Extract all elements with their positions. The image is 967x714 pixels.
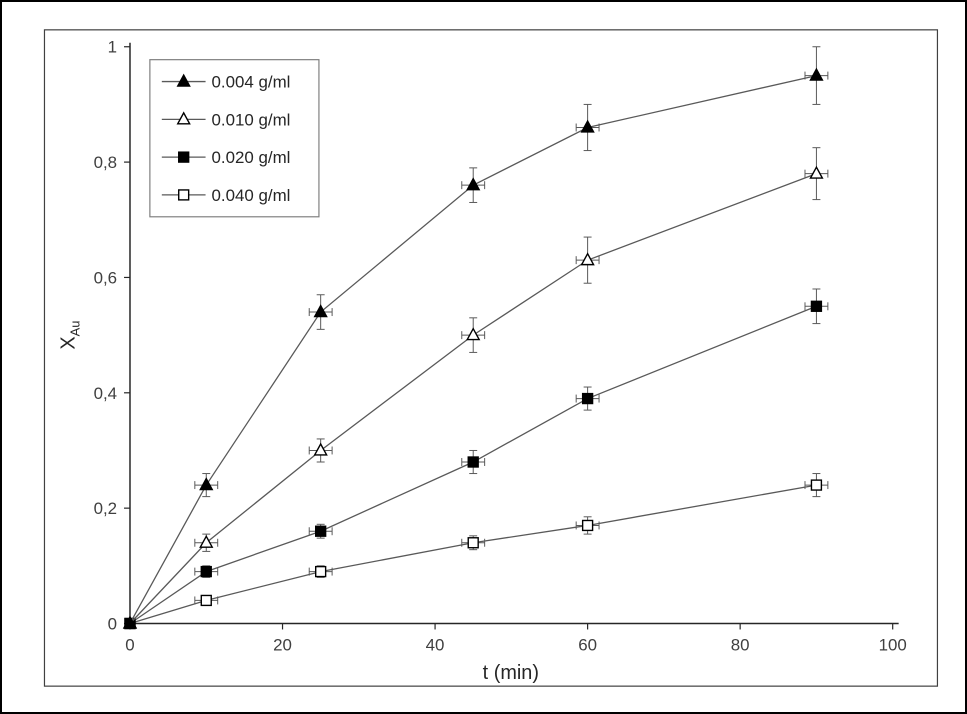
legend-label: 0.004 g/ml [212, 73, 291, 92]
axes [129, 42, 899, 625]
triangle-open-marker [199, 534, 214, 548]
square-filled-marker [200, 565, 212, 578]
x-tick-label: 40 [426, 635, 445, 654]
legend-label: 0.040 g/ml [212, 186, 291, 205]
legend-label: 0.010 g/ml [212, 110, 291, 129]
y-tick-label: 0,4 [94, 384, 117, 403]
series-line [129, 173, 817, 624]
square-open-marker [314, 565, 327, 578]
legend: 0.004 g/ml 0.010 g/ml 0.020 g/ml 0.040 g/ml [149, 59, 320, 218]
triangle-open-marker [313, 442, 328, 456]
y-axis-title-base: X [57, 336, 79, 349]
x-tick-label: 80 [731, 635, 750, 654]
series-0-040-g-ml [124, 473, 829, 630]
square-open-marker [581, 519, 594, 532]
series-line [129, 74, 817, 624]
square-filled-marker [581, 392, 594, 405]
triangle-open-marker [809, 165, 824, 179]
series-line [129, 484, 817, 625]
triangle-open-marker [580, 252, 595, 266]
triangle-filled-marker [580, 119, 595, 133]
legend-label: 0.020 g/ml [212, 148, 291, 167]
tick-labels: 0 20 40 60 80 100 0 0,2 0,4 0,6 0,8 1 [94, 38, 907, 655]
y-tick-label: 0,2 [94, 499, 117, 518]
x-tick-label: 60 [578, 635, 597, 654]
series-0-010-g-ml [122, 147, 829, 629]
triangle-filled-marker [199, 477, 214, 491]
square-filled-marker [314, 525, 327, 537]
triangle-filled-marker [809, 67, 824, 81]
y-axis-title: XAu [57, 321, 82, 350]
series-0-004-g-ml [122, 46, 829, 629]
triangle-filled-marker [466, 177, 481, 191]
square-filled-marker [810, 300, 823, 312]
triangle-open-marker [176, 111, 191, 125]
y-tick-label: 0,8 [94, 153, 117, 172]
square-open-marker [178, 189, 190, 201]
square-filled-marker [178, 151, 190, 163]
y-tick-label: 0 [108, 614, 117, 633]
y-axis-title-subscript: Au [67, 321, 82, 337]
x-tick-label: 100 [879, 635, 907, 654]
x-tick-label: 0 [125, 635, 134, 654]
x-axis-title: t (min) [483, 662, 539, 684]
series-line [129, 305, 817, 625]
x-tick-label: 20 [273, 635, 292, 654]
square-filled-marker [467, 456, 479, 468]
square-open-marker [200, 594, 212, 607]
series-0-020-g-ml [124, 288, 829, 630]
triangle-filled-marker [313, 304, 328, 318]
triangle-filled-marker [122, 615, 138, 629]
y-tick-label: 1 [108, 38, 117, 57]
square-open-marker [810, 479, 823, 491]
triangle-open-marker [466, 327, 481, 341]
triangle-filled-marker [176, 73, 191, 87]
y-tick-label: 0,6 [94, 268, 117, 287]
square-open-marker [467, 537, 479, 549]
